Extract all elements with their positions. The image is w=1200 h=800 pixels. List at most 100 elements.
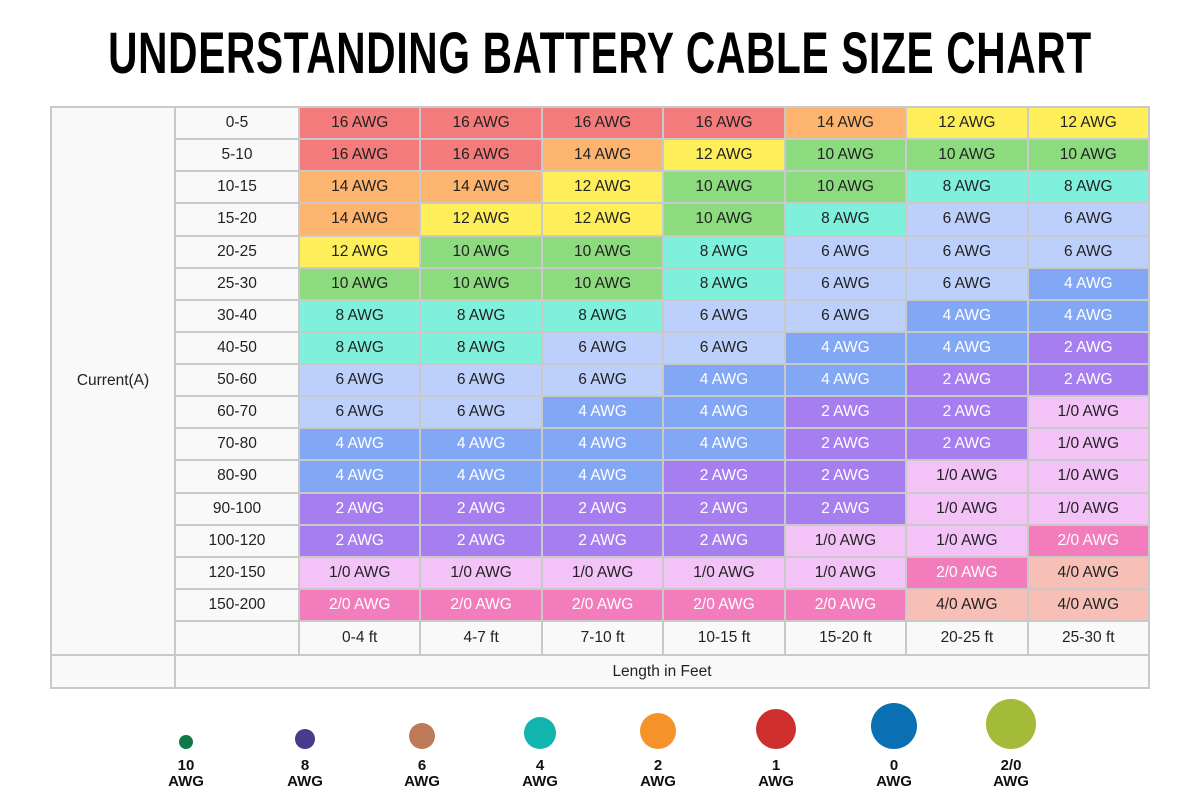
table-cell: 2/0 AWG	[1028, 525, 1148, 556]
table-cell: 12 AWG	[664, 140, 784, 171]
wire-gauge-label: 6 AWG	[382, 758, 462, 790]
table-cell: 8 AWG	[907, 172, 1027, 203]
gauge-number: 4	[535, 757, 545, 774]
row-header: 100-120	[176, 525, 298, 556]
column-header: 0-4 ft	[300, 622, 420, 654]
column-header: 20-25 ft	[907, 622, 1027, 654]
row-header: 70-80	[176, 429, 298, 460]
chart-title: UNDERSTANDING BATTERY CABLE SIZE CHART	[108, 21, 1092, 86]
row-header: 0-5	[176, 108, 298, 139]
table-cell: 6 AWG	[421, 397, 541, 428]
gauge-number: 6	[417, 757, 427, 774]
row-header: 120-150	[176, 557, 298, 588]
table-cell: 2 AWG	[785, 461, 906, 492]
table-cell: 8 AWG	[300, 300, 420, 331]
table-cell: 4 AWG	[664, 397, 784, 428]
wire-gauge-label: 1 AWG	[736, 758, 816, 790]
table-cell: 6 AWG	[785, 236, 906, 267]
table-cell: 12 AWG	[542, 172, 663, 203]
table-cell: 2/0 AWG	[664, 589, 784, 620]
table-cell: 2 AWG	[542, 493, 663, 524]
table-cell: 8 AWG	[785, 204, 906, 235]
table-cell: 2/0 AWG	[907, 557, 1027, 588]
table-cell: 8 AWG	[421, 332, 541, 363]
table-cell: 10 AWG	[907, 140, 1027, 171]
row-header: 30-40	[176, 300, 298, 331]
table-cell: 1/0 AWG	[785, 525, 906, 556]
table-cell: 4 AWG	[421, 429, 541, 460]
gauge-unit: AWG	[522, 773, 558, 790]
table-cell: 12 AWG	[421, 204, 541, 235]
gauge-unit: AWG	[876, 773, 912, 790]
column-header: 15-20 ft	[785, 622, 906, 654]
table-cell: 12 AWG	[300, 236, 420, 267]
table-cell: 10 AWG	[542, 236, 663, 267]
gauge-unit: AWG	[758, 773, 794, 790]
gauge-number: 2	[653, 757, 663, 774]
table-cell: 12 AWG	[1028, 108, 1148, 139]
row-axis-label: Current(A)	[52, 108, 174, 654]
table-cell: 1/0 AWG	[300, 557, 420, 588]
table-cell: 2 AWG	[664, 461, 784, 492]
table-cell: 10 AWG	[664, 204, 784, 235]
table-cell: 6 AWG	[300, 397, 420, 428]
table-cell: 8 AWG	[664, 268, 784, 299]
table-cell: 10 AWG	[300, 268, 420, 299]
row-header: 15-20	[176, 204, 298, 235]
table-cell: 2 AWG	[421, 493, 541, 524]
table-cell: 4 AWG	[664, 429, 784, 460]
table-cell: 2 AWG	[300, 525, 420, 556]
table-cell: 4 AWG	[421, 461, 541, 492]
table-cell: 14 AWG	[421, 172, 541, 203]
column-header: 4-7 ft	[421, 622, 541, 654]
table-cell: 14 AWG	[300, 172, 420, 203]
table-cell: 4/0 AWG	[907, 589, 1027, 620]
row-header: 50-60	[176, 365, 298, 396]
row-header: 25-30	[176, 268, 298, 299]
table-cell: 10 AWG	[421, 236, 541, 267]
gauge-number: 8	[300, 757, 310, 774]
row-header: 150-200	[176, 589, 298, 620]
table-cell: 4 AWG	[1028, 268, 1148, 299]
table-cell: 4 AWG	[664, 365, 784, 396]
table-cell: 2 AWG	[785, 397, 906, 428]
table-cell: 4 AWG	[907, 300, 1027, 331]
table-cell: 1/0 AWG	[664, 557, 784, 588]
cable-size-table: Current(A) 0-5 16 AWG 16 AWG 16 AWG 16 AWG 14 …	[50, 106, 1150, 689]
row-header: 5-10	[176, 140, 298, 171]
table-cell: 10 AWG	[421, 268, 541, 299]
gauge-unit: AWG	[287, 773, 323, 790]
table-cell: 1/0 AWG	[907, 525, 1027, 556]
wire-gauge-dot	[179, 735, 193, 749]
wire-gauge-dot	[756, 709, 796, 749]
table-cell: 8 AWG	[664, 236, 784, 267]
table-cell: 2 AWG	[907, 429, 1027, 460]
table-cell: 1/0 AWG	[1028, 493, 1148, 524]
table-cell: 2 AWG	[664, 525, 784, 556]
table-cell: 16 AWG	[421, 108, 541, 139]
corner-cell	[176, 622, 298, 654]
table-cell: 10 AWG	[664, 172, 784, 203]
table-cell: 4 AWG	[542, 397, 663, 428]
table-cell: 2 AWG	[785, 429, 906, 460]
wire-gauge-dot	[871, 703, 917, 749]
table-cell: 1/0 AWG	[421, 557, 541, 588]
table-cell: 8 AWG	[1028, 172, 1148, 203]
table-cell: 2/0 AWG	[300, 589, 420, 620]
gauge-unit: AWG	[640, 773, 676, 790]
table-cell: 1/0 AWG	[785, 557, 906, 588]
row-header: 60-70	[176, 397, 298, 428]
table-cell: 2 AWG	[785, 493, 906, 524]
table-cell: 2 AWG	[1028, 332, 1148, 363]
row-header: 80-90	[176, 461, 298, 492]
table-cell: 12 AWG	[907, 108, 1027, 139]
table-cell: 6 AWG	[907, 268, 1027, 299]
table-cell: 10 AWG	[785, 172, 906, 203]
table-cell: 16 AWG	[300, 108, 420, 139]
table-cell: 4 AWG	[907, 332, 1027, 363]
table-cell: 6 AWG	[300, 365, 420, 396]
row-header: 40-50	[176, 332, 298, 363]
table-cell: 2 AWG	[907, 397, 1027, 428]
row-header: 20-25	[176, 236, 298, 267]
table-cell: 4 AWG	[785, 365, 906, 396]
